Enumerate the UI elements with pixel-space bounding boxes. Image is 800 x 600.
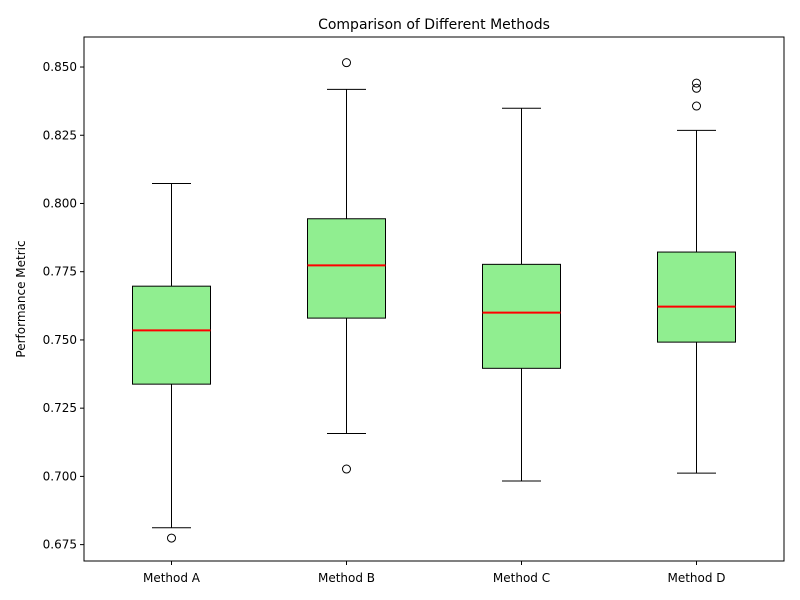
- y-axis-label: Performance Metric: [14, 240, 28, 357]
- outlier-point: [342, 464, 351, 474]
- outlier-point: [342, 58, 351, 68]
- box-iqr: [657, 251, 736, 343]
- y-tick-label: 0.750: [43, 333, 77, 347]
- y-tick-label: 0.775: [43, 265, 77, 279]
- x-tick-label: Method D: [667, 571, 725, 585]
- box-iqr: [307, 218, 386, 319]
- plot-area: 0.675 0.700 0.725 0.750 0.775 0.800 0.825 0.850…: [43, 58, 736, 585]
- outlier-point: [692, 78, 701, 88]
- x-tick-label: Method C: [493, 571, 550, 585]
- chart-title: Comparison of Different Methods: [318, 17, 550, 33]
- outlier-point: [692, 101, 701, 111]
- y-tick-label: 0.800: [43, 196, 77, 210]
- x-tick-label: Method A: [143, 571, 201, 585]
- y-tick-label: 0.700: [43, 469, 77, 483]
- y-tick-label: 0.850: [43, 60, 77, 74]
- box-iqr: [132, 285, 211, 385]
- y-tick-label: 0.675: [43, 538, 77, 552]
- x-tick-label: Method B: [318, 571, 375, 585]
- outlier-point: [167, 533, 176, 543]
- outlier-point: [692, 83, 701, 93]
- box-iqr: [482, 263, 561, 369]
- y-tick-label: 0.825: [43, 128, 77, 142]
- plot-frame: [83, 36, 785, 562]
- y-tick-label: 0.725: [43, 401, 77, 415]
